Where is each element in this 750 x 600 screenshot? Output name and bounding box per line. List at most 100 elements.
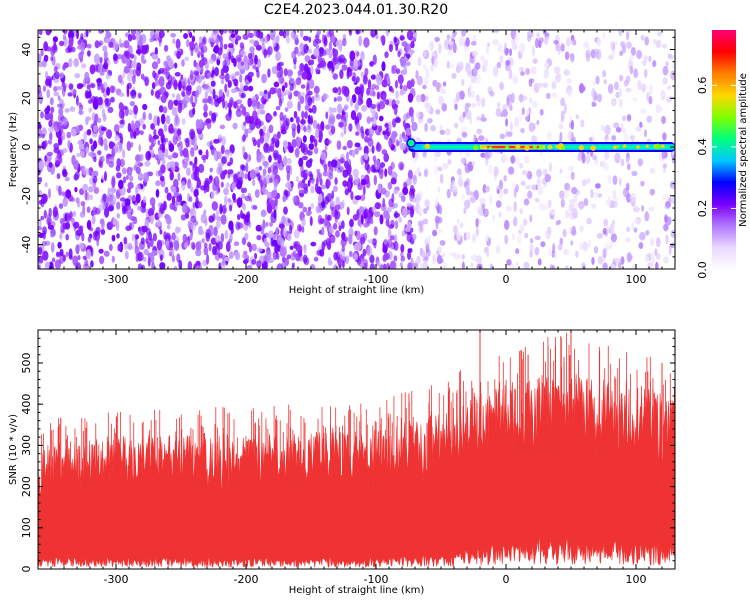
noise-blob [167,155,173,160]
signal-speck [561,146,566,150]
noise-blob [142,124,146,130]
noise-blob [126,187,131,194]
noise-blob [147,256,151,267]
noise-blob [215,30,220,36]
noise-blob [90,170,95,179]
noise-blob [176,195,182,203]
noise-blob [105,30,110,34]
noise-blob [325,111,329,120]
noise-blob [217,36,223,42]
noise-blob [531,100,538,108]
noise-blob [41,133,45,139]
signal-speck [636,145,640,149]
noise-blob [468,191,475,196]
noise-blob [181,91,186,97]
noise-blob [555,73,561,83]
x-tick-label: 100 [626,573,647,586]
noise-blob [588,239,592,248]
noise-blob [237,213,241,221]
noise-blob [303,63,309,73]
noise-blob [558,45,561,55]
noise-blob [202,259,208,267]
noise-blob [600,125,605,131]
noise-blob [323,34,327,45]
noise-blob [410,227,414,233]
noise-blob [671,180,675,191]
noise-blob [289,117,294,123]
noise-blob [614,81,619,91]
noise-blob [390,260,397,269]
noise-blob [59,72,64,79]
noise-blob [55,155,61,165]
noise-blob [49,132,53,141]
noise-blob [353,253,359,261]
noise-blob [341,199,345,208]
noise-blob [471,160,475,166]
noise-blob [485,157,489,166]
noise-blob [551,265,556,269]
noise-blob [661,115,666,125]
noise-blob [407,169,413,180]
noise-blob [93,124,98,133]
noise-blob [471,50,478,57]
y-tick-label: 20 [20,91,33,105]
noise-blob [333,53,337,62]
noise-blob [425,107,431,113]
noise-blob [203,84,210,90]
noise-blob [42,226,47,235]
noise-blob [109,243,113,252]
noise-blob [277,62,282,71]
noise-blob [339,43,343,53]
noise-blob [633,68,639,79]
noise-blob [454,103,458,111]
noise-blob [68,37,74,48]
noise-blob [48,188,51,199]
noise-blob [84,190,88,201]
signal-speck [532,144,537,149]
noise-blob [394,210,399,219]
noise-blob [402,186,409,196]
noise-blob [91,95,97,104]
noise-blob [221,259,225,266]
noise-blob [406,80,413,90]
noise-blob [50,106,55,113]
noise-blob [298,157,304,168]
noise-blob [519,112,523,122]
noise-blob [590,188,594,199]
noise-blob [296,224,302,232]
noise-blob [66,131,72,139]
signal-speck [483,145,488,150]
noise-blob [343,86,350,97]
noise-blob [382,197,386,208]
noise-blob [639,231,646,241]
noise-blob [38,122,42,131]
noise-blob [255,44,262,51]
noise-blob [192,202,196,209]
noise-blob [164,186,169,194]
noise-blob [432,229,438,237]
noise-blob [332,73,338,80]
noise-blob [220,144,225,155]
noise-blob [524,155,530,164]
noise-blob [571,38,576,46]
noise-blob [388,121,392,133]
noise-blob [260,223,267,229]
noise-blob [479,197,486,204]
noise-blob [200,185,207,191]
noise-blob [276,252,280,260]
noise-blob [394,220,399,230]
noise-blob [620,256,625,265]
noise-blob [85,30,89,38]
noise-blob [297,91,302,101]
noise-blob [243,187,247,193]
noise-blob [335,251,340,262]
noise-blob [339,69,344,79]
noise-blob [505,60,511,66]
noise-blob [407,251,412,260]
noise-blob [309,216,313,227]
noise-blob [82,167,88,176]
noise-blob [423,50,427,58]
noise-blob [254,54,258,65]
noise-blob [585,154,591,165]
